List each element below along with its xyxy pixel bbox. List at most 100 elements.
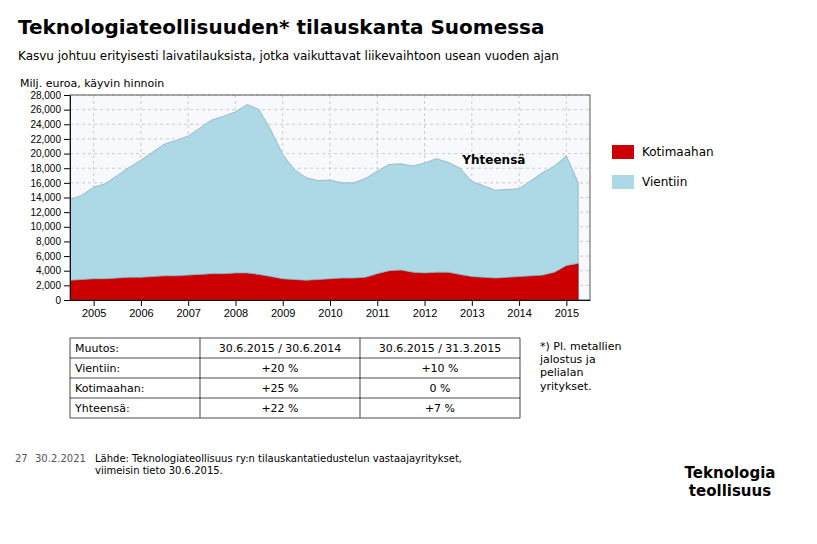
y-tick-label: 6,000 <box>36 251 61 262</box>
y-tick: 4,000 <box>36 265 70 276</box>
x-tick-line <box>377 300 378 306</box>
x-tick-label: 2015 <box>555 307 579 319</box>
footnote-bottom: Lähde: Teknologiateollisuus ry:n tilausk… <box>95 453 462 476</box>
table-cell: Yhteensä: <box>74 402 130 415</box>
chart-root: Teknologiateollisuuden* tilauskanta Suom… <box>0 0 817 544</box>
x-tick: 2009 <box>271 300 295 319</box>
footnote-right: *) Pl. metallienjalostus japelialanyrity… <box>539 340 621 393</box>
x-tick: 2006 <box>129 300 153 319</box>
y-tick-line <box>64 110 70 111</box>
annotation: Yhteensä <box>461 153 525 167</box>
table-cell: Muutos: <box>75 342 119 355</box>
y-tick-label: 2,000 <box>36 280 61 291</box>
x-tick-line <box>188 300 189 306</box>
x-tick-label: 2009 <box>271 307 295 319</box>
table-cell: +7 % <box>425 402 455 415</box>
y-tick-line <box>64 300 70 301</box>
x-tick-label: 2011 <box>366 307 390 319</box>
y-tick: 26,000 <box>30 104 70 115</box>
x-tick-label: 2013 <box>460 307 484 319</box>
y-tick: 8,000 <box>36 236 70 247</box>
y-axis: 02,0004,0006,0008,00010,00012,00014,0001… <box>30 90 70 306</box>
y-tick-line <box>64 256 70 257</box>
x-tick-line <box>425 300 426 306</box>
footnote-num: 27 <box>15 453 28 464</box>
y-tick: 12,000 <box>30 207 70 218</box>
subtitle: Kasvu johtuu erityisesti laivatilauksist… <box>18 49 559 63</box>
table-rule <box>70 338 71 418</box>
x-tick-line <box>283 300 284 306</box>
x-tick: 2015 <box>555 300 579 319</box>
y-tick-label: 12,000 <box>30 207 61 218</box>
y-tick-label: 10,000 <box>30 221 61 232</box>
legend-label: Kotimaahan <box>642 145 714 159</box>
x-tick: 2013 <box>460 300 484 319</box>
x-tick-line <box>235 300 236 306</box>
y-tick-line <box>64 271 70 272</box>
x-tick: 2007 <box>176 300 200 319</box>
logo: Teknologiateollisuus <box>685 464 776 500</box>
y-tick-line <box>64 95 70 96</box>
y-tick-line <box>64 154 70 155</box>
grid-line-y <box>70 124 590 125</box>
table-cell: Vientiin: <box>75 362 120 375</box>
legend-item: Vientiin <box>612 175 687 189</box>
y-tick-line <box>64 183 70 184</box>
y-tick-line <box>64 168 70 169</box>
y-tick: 20,000 <box>30 148 70 159</box>
x-tick-label: 2007 <box>176 307 200 319</box>
y-tick: 10,000 <box>30 221 70 232</box>
logo-text: Teknologia <box>685 464 776 482</box>
grid <box>70 95 590 300</box>
y-tick-label: 18,000 <box>30 163 61 174</box>
x-tick: 2014 <box>507 300 531 319</box>
y-tick-label: 20,000 <box>30 148 61 159</box>
table-cell: 0 % <box>430 382 451 395</box>
y-tick: 14,000 <box>30 192 70 203</box>
plot-background <box>70 95 590 300</box>
table-rule <box>70 418 520 419</box>
table-rule <box>520 338 521 418</box>
legend-swatch <box>612 175 634 189</box>
x-tick-line <box>519 300 520 306</box>
x-tick-label: 2006 <box>129 307 153 319</box>
y-tick: 28,000 <box>30 90 70 101</box>
y-tick-label: 26,000 <box>30 104 61 115</box>
y-tick-line <box>64 241 70 242</box>
marks <box>70 105 578 300</box>
x-tick-line <box>472 300 473 306</box>
x-tick: 2010 <box>318 300 342 319</box>
table-cell: +22 % <box>261 402 298 415</box>
x-tick-label: 2005 <box>82 307 106 319</box>
footnote-date: 30.2.2021 <box>35 453 86 464</box>
y-tick-label: 28,000 <box>30 90 61 101</box>
table: Muutos: 30.6.2015 / 30.6.2014 30.6.2015 / … <box>70 338 520 418</box>
table-rule <box>70 358 520 359</box>
y-tick-label: 14,000 <box>30 192 61 203</box>
y-tick-line <box>64 139 70 140</box>
table-rule <box>70 338 520 339</box>
y-tick-line <box>64 227 70 228</box>
legend-swatch <box>612 145 634 159</box>
legend-label: Vientiin <box>642 175 687 189</box>
x-tick-line <box>94 300 95 306</box>
table-cell: +10 % <box>421 362 458 375</box>
table-rule <box>200 338 201 418</box>
x-tick-label: 2010 <box>318 307 342 319</box>
table-cell: 30.6.2015 / 31.3.2015 <box>379 342 502 355</box>
legend: Kotimaahan Vientiin <box>612 145 714 189</box>
table-cell: Kotimaahan: <box>75 382 144 395</box>
x-tick-line <box>141 300 142 306</box>
y-tick: 24,000 <box>30 119 70 130</box>
legend-item: Kotimaahan <box>612 145 714 159</box>
y-tick: 16,000 <box>30 178 70 189</box>
y-tick: 6,000 <box>36 251 70 262</box>
y-tick: 2,000 <box>36 280 70 291</box>
x-tick-label: 2008 <box>224 307 248 319</box>
title: Teknologiateollisuuden* tilauskanta Suom… <box>18 15 545 39</box>
x-tick: 2012 <box>413 300 437 319</box>
table-cell: 30.6.2015 / 30.6.2014 <box>219 342 342 355</box>
table-rule <box>360 338 361 418</box>
y-tick-label: 24,000 <box>30 119 61 130</box>
table-rule <box>70 378 520 379</box>
